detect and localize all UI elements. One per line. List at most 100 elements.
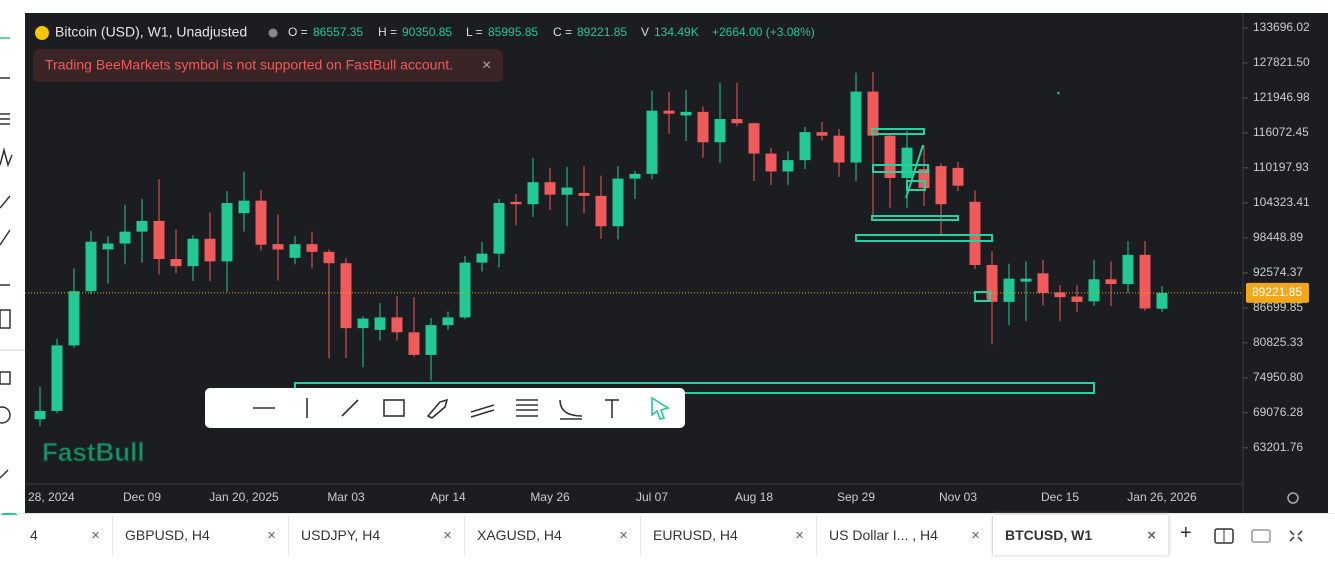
tab[interactable]: EURUSD, H4 × [641,515,817,555]
candle-body [578,192,590,196]
candle-body [1071,296,1083,302]
candle-body [425,325,437,355]
x-tick-label: 28, 2024 [28,490,75,504]
c-value: 89221.85 [577,25,627,39]
tab[interactable]: US Dollar I... , H4 × [817,515,993,555]
candle-body [459,262,471,318]
o-label: O = [288,25,308,39]
tab-label: EURUSD, H4 [653,527,738,543]
candle-body [1054,292,1066,298]
x-tick-label: Jan 26, 2026 [1127,490,1197,504]
candle-body [1020,278,1032,282]
candle-body [850,91,862,163]
candle-body [918,169,930,189]
x-tick-label: Aug 18 [735,490,773,504]
candle-body [340,263,352,329]
candle-body [1037,273,1049,293]
candle-body [629,173,641,179]
candle-body [1105,279,1117,285]
tab[interactable]: XAGUSD, H4 × [465,515,641,555]
candle-body [408,332,420,355]
candle-body [935,166,947,205]
candle-body [561,187,573,195]
tab-close[interactable]: × [619,526,628,544]
tab-close[interactable]: × [443,526,452,544]
settings[interactable] [1287,492,1299,504]
tab[interactable]: USDJPY, H4 × [289,515,465,555]
candle-body [119,231,131,244]
x-tick-label: Mar 03 [327,490,365,504]
candle-body [323,251,335,264]
l-label: L = [466,25,483,39]
tab-close[interactable]: × [91,526,100,544]
candle-body [204,238,216,262]
tab-label: 4 [30,527,38,543]
tab-close[interactable]: × [267,526,276,544]
candle-body [952,167,964,186]
candle-body [731,119,743,124]
left-toolbar [0,37,25,479]
candle-body [544,182,556,195]
tab-label: BTCUSD, W1 [1005,527,1093,543]
candle-body [714,119,726,143]
tab-label: US Dollar I... , H4 [829,527,938,543]
h-label: H = [378,25,397,39]
favorite-button[interactable] [0,513,18,515]
y-tick-label: 86699.85 [1253,300,1303,314]
candle-body [493,203,505,254]
alert-close[interactable]: × [482,57,491,74]
x-tick-label: May 26 [530,490,570,504]
y-tick-label: 121946.98 [1253,90,1310,104]
tab[interactable]: GBPUSD, H4 × [113,515,289,555]
x-tick-label: Jan 20, 2025 [209,490,279,504]
candle-body [663,110,675,114]
tab-close[interactable]: × [795,526,804,544]
candle-body [442,317,454,326]
candle-body [867,91,879,136]
tab-label: XAGUSD, H4 [477,527,562,543]
x-tick-label: Nov 03 [939,490,977,504]
y-tick-label: 74950.80 [1253,370,1303,384]
h-value: 90350.85 [402,25,452,39]
drawing-toolbar [205,388,685,428]
tab-close[interactable]: × [1147,526,1156,544]
y-tick-label: 80825.33 [1253,335,1303,349]
candle-body [799,132,811,161]
candle-body [748,123,760,154]
y-tick-label: 63201.76 [1253,440,1303,454]
alert: Trading BeeMarkets symbol is not support… [45,57,453,73]
candle-body [782,160,794,172]
last-price-label: 89221.85 [1252,285,1302,299]
candle-body [238,200,250,214]
x-tick-label: Dec 09 [123,490,161,504]
candle-body [102,243,114,250]
candle-body [595,195,607,227]
candle-body [986,264,998,302]
logo: FastBull [42,437,145,467]
tab-label: GBPUSD, H4 [125,527,210,543]
symbol-icon [35,26,49,40]
candle-body [527,182,539,205]
candle-body [391,317,403,333]
x-tick-label: Sep 29 [837,490,875,504]
candle-body [306,244,318,252]
tab-close[interactable]: × [971,526,980,544]
candle-body [765,153,777,172]
candle-body [187,238,199,267]
x-tick-label: Jul 07 [636,490,668,504]
candle-body [680,111,692,116]
tab[interactable]: 4 × [18,515,113,555]
candle-body [833,135,845,163]
candle-body [476,253,488,263]
candle-body [272,244,284,250]
candle-body [1122,254,1134,285]
o-value: 86557.35 [313,25,363,39]
candle-body [34,410,46,420]
y-tick-label: 127821.50 [1253,55,1310,69]
candle-body [1003,278,1015,302]
tab[interactable]: BTCUSD, W1 × [993,515,1169,555]
candle-body [1139,254,1151,309]
c-label: C = [553,25,572,39]
y-tick-label: 116072.45 [1253,125,1309,139]
